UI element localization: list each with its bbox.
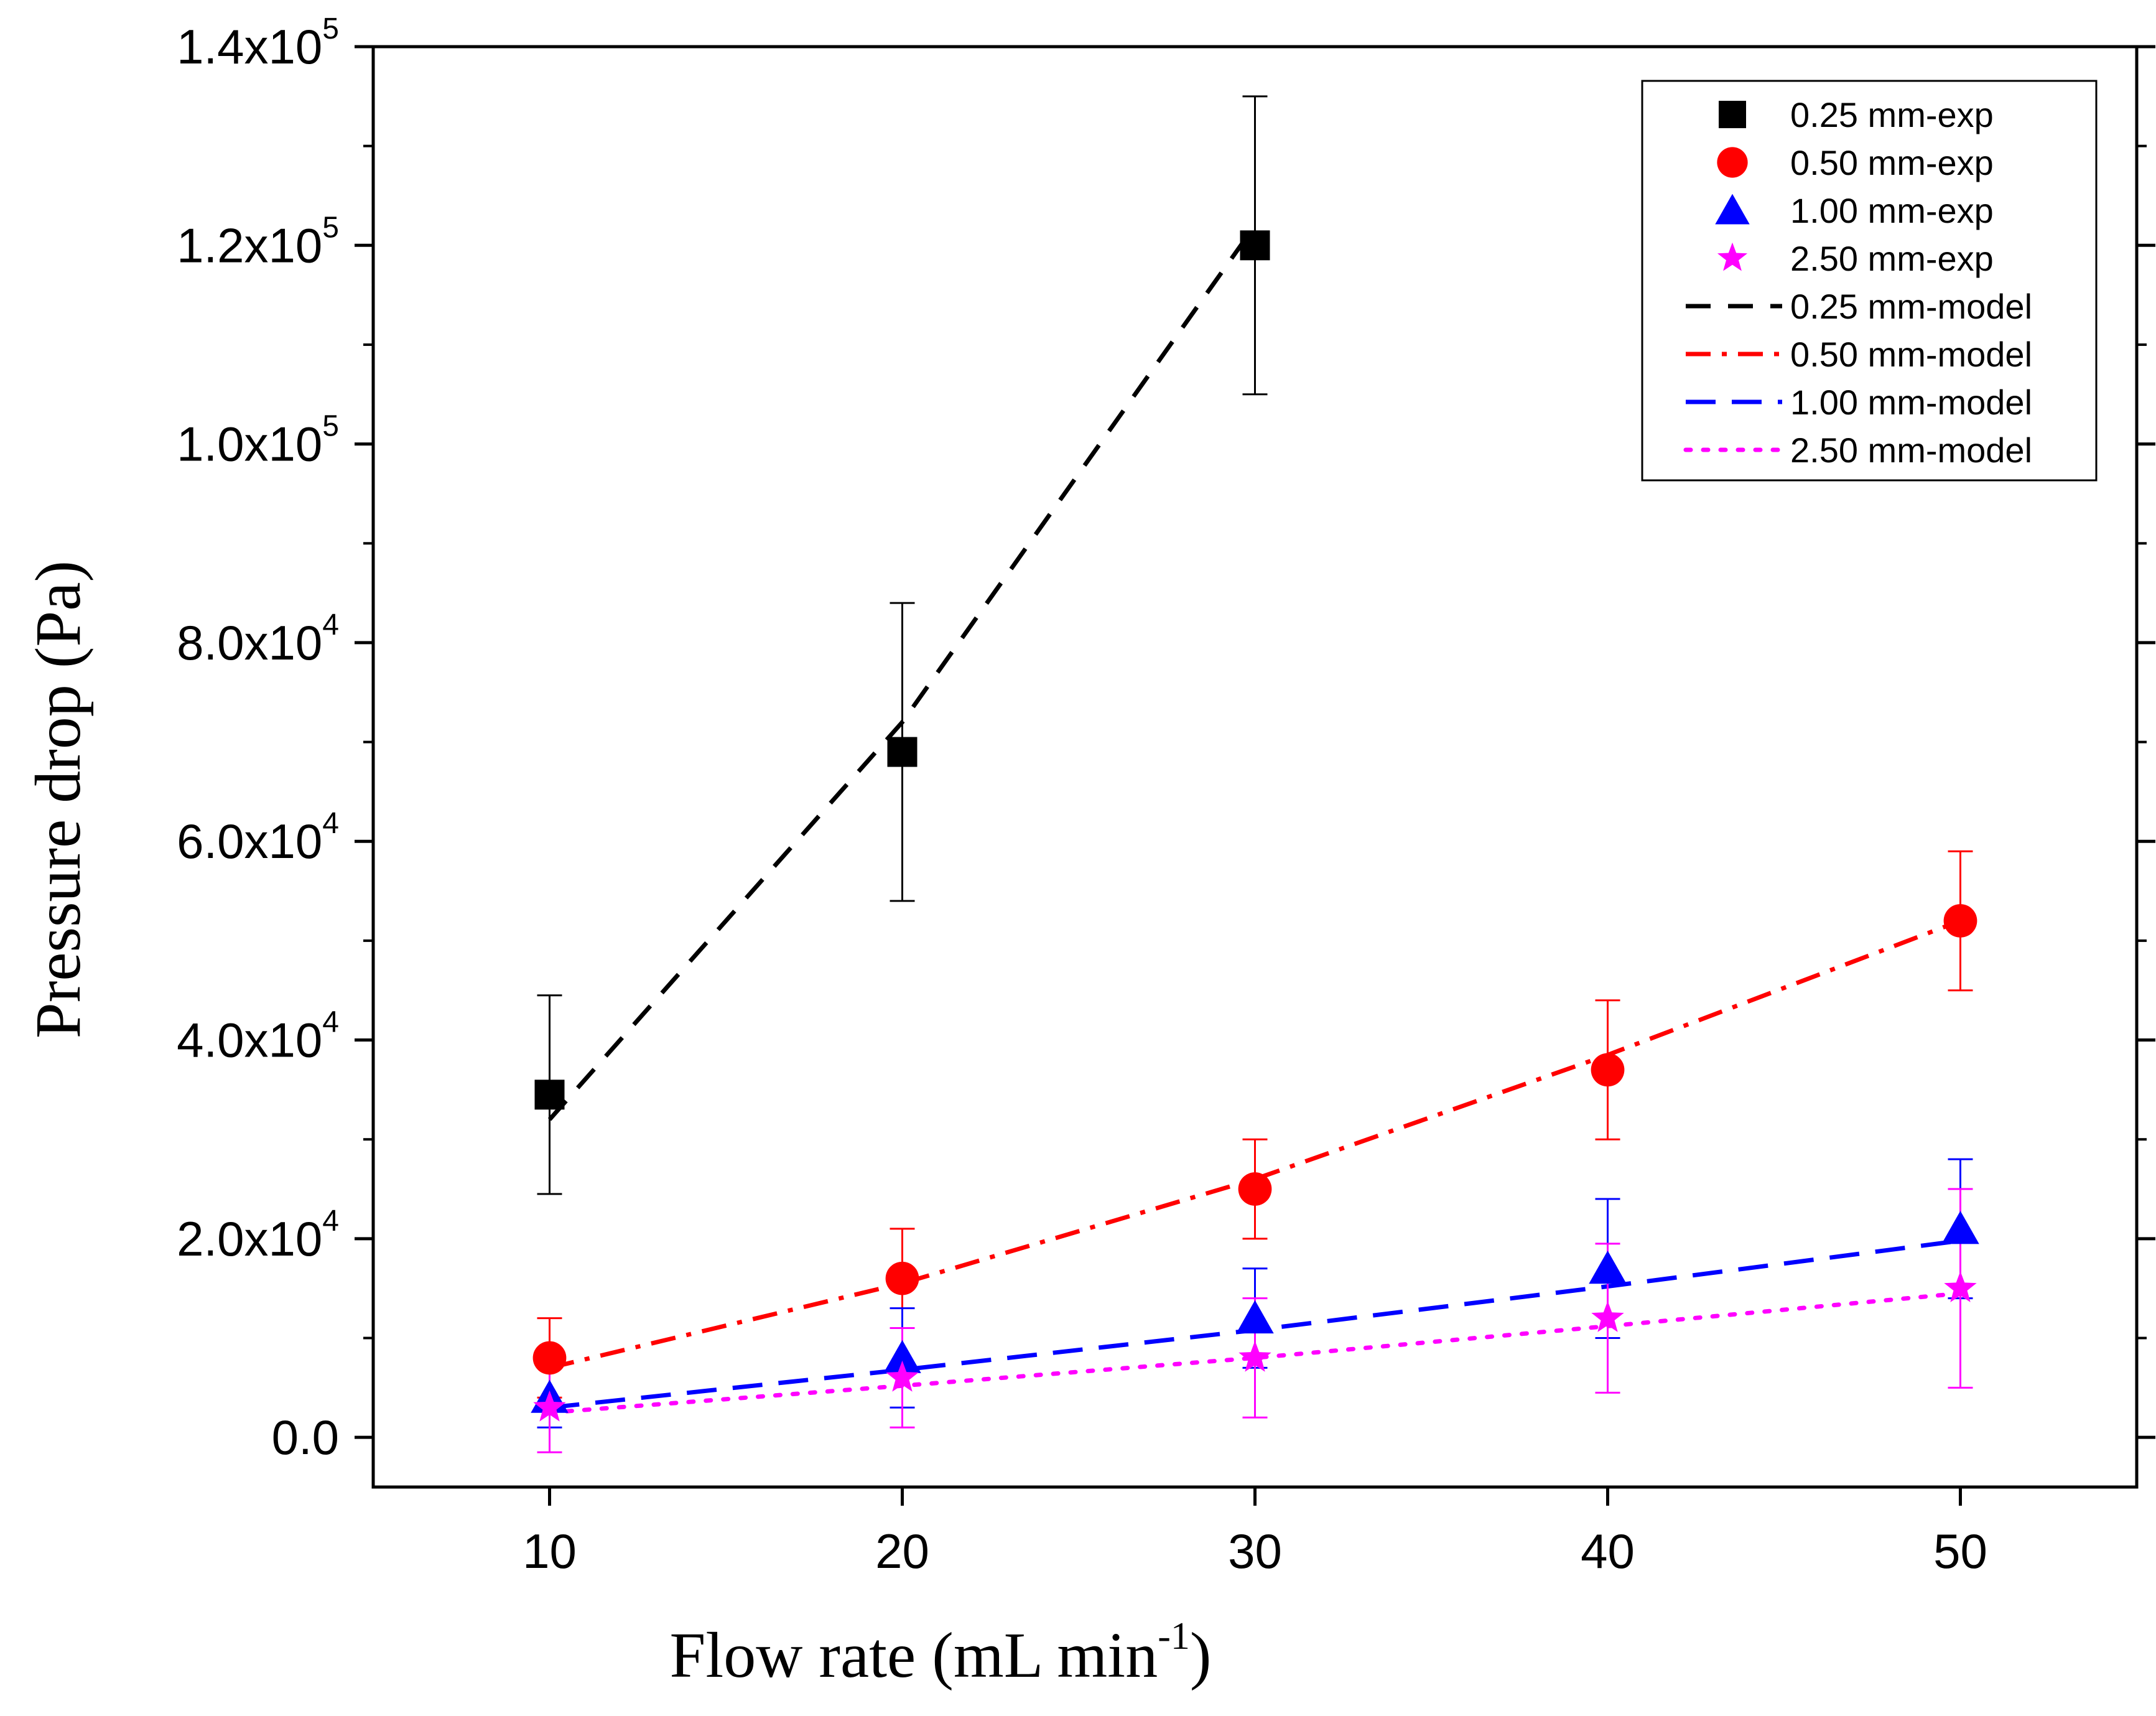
y-axis-title: Pressure drop (Pa) [22, 561, 94, 1038]
legend-marker [1717, 242, 1748, 271]
y-tick-label: 4.0x104 [177, 1006, 339, 1068]
legend-marker [1715, 194, 1750, 225]
y-tick-label: 0.0 [272, 1410, 339, 1465]
data-point [1238, 1172, 1272, 1206]
x-axis-title: Flow rate (mL min-1) [670, 1615, 1212, 1691]
data-point [1591, 1053, 1625, 1087]
legend-marker [1717, 147, 1748, 178]
legend-label: 0.25 mm-model [1790, 287, 2032, 326]
legend-box [1641, 80, 2098, 482]
data-point [1238, 1340, 1271, 1372]
data-point [534, 1079, 565, 1110]
x-tick-label: 30 [1228, 1524, 1282, 1578]
data-point [1236, 1300, 1274, 1334]
y-tick-label: 1.0x105 [177, 410, 339, 472]
y-tick-label: 1.4x105 [177, 12, 339, 74]
data-point [883, 1340, 921, 1373]
y-tick-label: 1.2x105 [177, 211, 339, 273]
legend-label: 0.50 mm-model [1790, 335, 2032, 374]
y-tick-label: 8.0x104 [177, 609, 339, 670]
x-axis-title-end: ) [1190, 1620, 1212, 1691]
data-point [886, 1360, 919, 1392]
data-point [1589, 1250, 1627, 1284]
data-point [885, 1261, 919, 1295]
legend-label: 2.50 mm-exp [1790, 239, 1994, 278]
data-point [1941, 1211, 1979, 1244]
legend-label: 2.50 mm-model [1790, 431, 2032, 470]
data-point [532, 1341, 567, 1375]
legend-marker [1719, 101, 1746, 128]
y-tick-label: 2.0x104 [177, 1205, 339, 1266]
data-point [1944, 1271, 1977, 1302]
x-tick-label: 20 [875, 1524, 929, 1578]
y-tick-label: 6.0x104 [177, 807, 339, 869]
data-point [1591, 1301, 1624, 1332]
data-point [1240, 230, 1270, 261]
x-axis-title-sup: -1 [1158, 1615, 1190, 1658]
x-tick-label: 10 [523, 1524, 577, 1578]
x-tick-label: 50 [1933, 1524, 1987, 1578]
legend-label: 1.00 mm-exp [1790, 191, 1994, 230]
legend-label: 1.00 mm-model [1790, 383, 2032, 422]
legend-label: 0.50 mm-exp [1790, 143, 1994, 182]
legend-label: 0.25 mm-exp [1790, 95, 1994, 134]
data-point [1943, 904, 1977, 938]
data-point [887, 737, 918, 767]
data-point [533, 1390, 566, 1422]
x-axis-title-main: Flow rate (mL min [670, 1620, 1158, 1691]
x-tick-label: 40 [1581, 1524, 1635, 1578]
